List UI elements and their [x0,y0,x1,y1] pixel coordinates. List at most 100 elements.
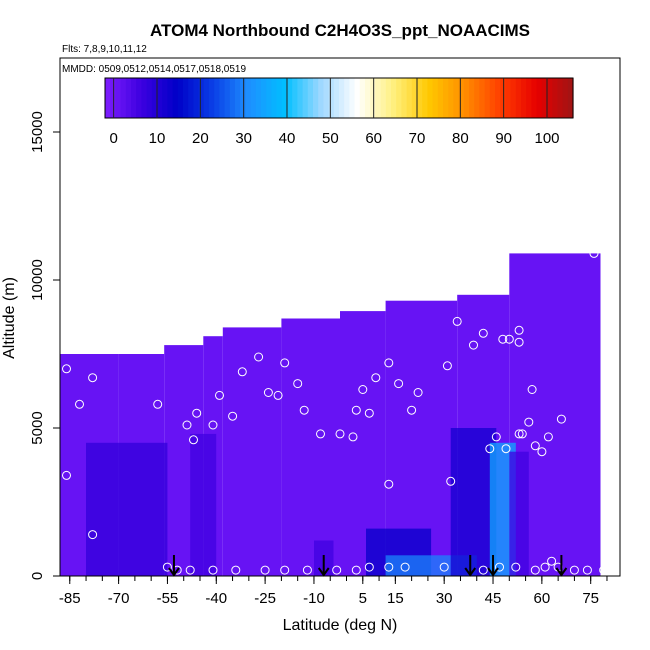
colorbar-tick-label: 0 [109,130,117,147]
colorbar-segment [526,78,532,118]
observation-point [407,405,417,415]
observation-point [569,565,579,575]
colorbar-segment [411,78,418,118]
observation-point [348,432,358,442]
colorbar-segment [510,78,517,118]
colorbar-segment [339,78,345,118]
x-tick-label: -25 [254,590,276,607]
colorbar-segment [271,78,278,118]
colorbar-segment [302,78,309,118]
observation-point [189,435,198,445]
observation-point [384,358,394,368]
colorbar-segment [110,78,116,118]
colorbar-segment [359,78,366,118]
colorbar-tick-label: 100 [534,130,559,147]
colorbar-segment [417,78,423,118]
observation-point [280,358,290,368]
x-tick-label: -10 [303,590,325,607]
colorbar-segment [318,78,324,118]
flight-arrow-head [317,567,330,577]
colorbar-segment [255,78,262,118]
observation-point [537,447,547,457]
observation-point [208,565,218,575]
colorbar-segment [385,78,392,118]
observation-point [589,248,599,258]
colorbar-tick-label: 80 [452,130,469,147]
colorbar-segment [219,78,226,118]
colorbar-segment [229,78,236,118]
observation-point [517,429,527,439]
field-band [509,451,529,576]
field-band [86,442,168,576]
colorbar-segment [313,78,319,118]
observation-point [511,562,521,572]
colorbar-segment [453,78,460,118]
y-tick-label: 0 [29,572,46,580]
colorbar-segment [422,78,428,118]
observation-point [514,325,524,335]
colorbar-segment [375,78,382,118]
field-column [222,327,282,576]
observation-point [384,562,394,572]
colorbar-segment [198,78,205,118]
colorbar-segment [151,78,158,118]
colorbar-segment [567,78,574,118]
observation-point [364,562,374,572]
colorbar-segment [531,78,538,118]
colorbar-segment [193,78,200,118]
colorbar-segment [188,78,194,118]
colorbar-segment [365,78,371,118]
colorbar-segment [250,78,257,118]
observation-point [88,373,98,383]
colorbar-segment [131,78,137,118]
observation-point [540,562,550,572]
observation-point [332,565,342,575]
observation-point [612,565,622,575]
colorbar-segment [349,78,356,118]
observation-point [351,565,361,575]
observation-point [62,364,71,374]
observation-point [231,565,241,575]
colorbar-segment [157,78,163,118]
flight-arrow-head [555,567,568,577]
x-tick-label: 75 [582,590,599,607]
colorbar-segment [162,78,168,118]
colorbar-segment [427,78,434,118]
x-tick-label: -85 [59,590,81,607]
observation-point [185,565,195,575]
flight-arrow-head [464,567,477,577]
colorbar-tick-label: 50 [322,130,339,147]
observation-point [599,565,609,575]
field-column [281,318,340,576]
colorbar-tick-label: 30 [235,130,252,147]
x-tick-label: -70 [108,590,130,607]
observation-point [469,340,478,350]
colorbar-frame [104,77,574,119]
observation-point [293,379,303,389]
colorbar-segment [547,78,553,118]
mmdd-note: MMDD: 0509,0512,0514,0517,0518,0519 [62,64,246,75]
colorbar-segment [125,78,132,118]
observation-point [273,390,283,400]
colorbar-segment [328,78,335,118]
colorbar-segment [443,78,449,118]
observation-point [208,420,218,430]
observation-point [582,565,592,575]
observation-point [215,390,224,400]
colorbar-segment [448,78,454,118]
colorbar-segment [287,78,293,118]
observation-point [162,562,172,572]
flight-arrow-head [168,567,180,577]
colorbar-segment [463,78,470,118]
observation-point [413,388,423,397]
colorbar-tick-label: 70 [409,130,426,147]
x-tick-label: 60 [534,590,551,607]
observation-point [280,565,290,575]
colorbar-segment [344,78,350,118]
observation-point [358,385,368,394]
colorbar-segment [146,78,153,118]
y-tick-label: 15000 [29,111,46,153]
colorbar-tick-label: 20 [192,130,209,147]
colorbar-segment [541,78,548,118]
x-tick-label: 5 [359,590,367,607]
